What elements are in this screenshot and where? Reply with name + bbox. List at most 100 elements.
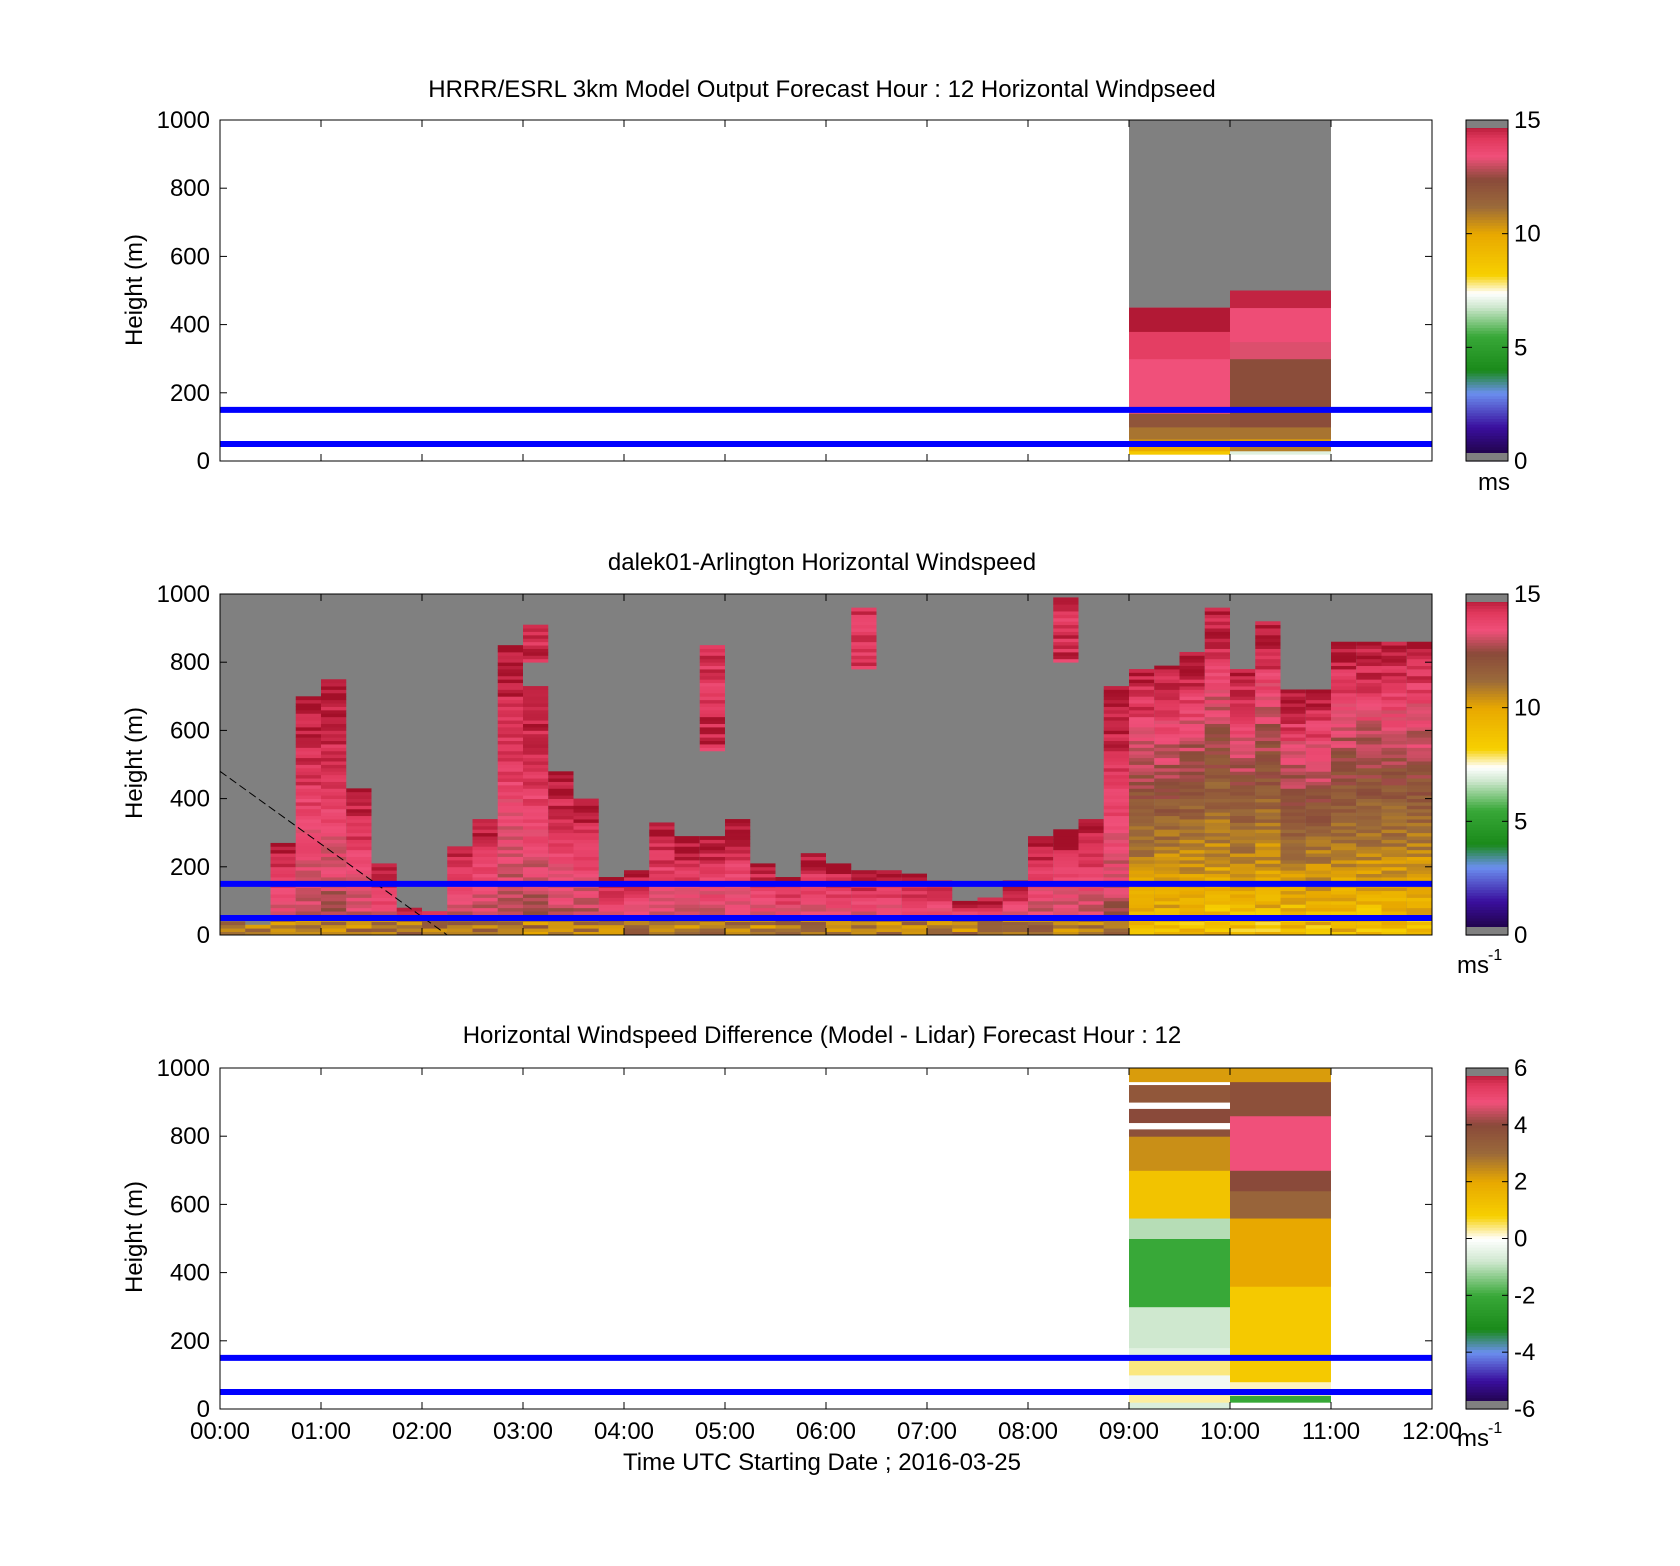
heatmap-cell bbox=[548, 873, 574, 878]
colorbar-swatch bbox=[1466, 616, 1508, 621]
heatmap-cell bbox=[725, 863, 751, 868]
heatmap-cell bbox=[1230, 720, 1256, 724]
heatmap-cell bbox=[548, 894, 574, 898]
heatmap-cell bbox=[346, 836, 372, 840]
heatmap-cell bbox=[674, 924, 700, 929]
heatmap-cell bbox=[1356, 665, 1382, 670]
colorbar-swatch bbox=[1466, 418, 1508, 422]
heatmap-cell bbox=[725, 819, 751, 823]
heatmap-cell bbox=[927, 887, 953, 892]
heatmap-cell bbox=[548, 877, 574, 881]
heatmap-cell bbox=[1381, 856, 1407, 861]
heatmap-cell bbox=[497, 911, 523, 915]
heatmap-cell bbox=[1406, 699, 1432, 704]
heatmap-cell bbox=[1305, 798, 1331, 803]
heatmap-cell bbox=[1204, 754, 1230, 759]
heatmap-cell bbox=[1406, 907, 1432, 912]
heatmap-cell bbox=[1154, 856, 1180, 861]
heatmap-cell bbox=[447, 894, 473, 898]
heatmap-cell bbox=[1305, 863, 1331, 868]
colorbar-swatch bbox=[1466, 1215, 1508, 1220]
heatmap-cell bbox=[1179, 856, 1205, 861]
colorbar-swatch bbox=[1466, 673, 1508, 678]
heatmap-cell bbox=[573, 863, 599, 868]
heatmap-cell bbox=[1406, 805, 1432, 810]
heatmap-cell bbox=[1053, 829, 1079, 834]
heatmap-cell bbox=[1053, 621, 1079, 626]
heatmap-cell bbox=[725, 911, 751, 915]
heatmap-cell bbox=[523, 641, 549, 646]
heatmap-cell bbox=[1305, 689, 1331, 694]
heatmap-cell bbox=[447, 849, 473, 854]
colorbar-swatch bbox=[1466, 1383, 1508, 1387]
heatmap-cell bbox=[1028, 849, 1054, 854]
heatmap-cell bbox=[1154, 689, 1180, 694]
heatmap-cell bbox=[523, 658, 549, 663]
heatmap-cell bbox=[1154, 798, 1180, 803]
heatmap-cell bbox=[1280, 924, 1306, 929]
colorbar-swatch bbox=[1466, 898, 1508, 902]
heatmap-cell bbox=[548, 795, 574, 799]
heatmap-cell bbox=[1356, 798, 1382, 803]
heatmap-cell bbox=[1280, 802, 1306, 806]
heatmap-cell bbox=[1255, 764, 1281, 769]
heatmap-cell bbox=[295, 859, 321, 864]
y-tick-label: 0 bbox=[197, 922, 210, 949]
heatmap-cell bbox=[598, 897, 624, 902]
heatmap-cell bbox=[1129, 1357, 1230, 1376]
heatmap-cell bbox=[295, 713, 321, 718]
heatmap-cell bbox=[1255, 832, 1281, 837]
heatmap-cell bbox=[1255, 900, 1281, 905]
heatmap-cell bbox=[699, 846, 725, 851]
heatmap-cell bbox=[876, 907, 902, 912]
heatmap-cell bbox=[321, 781, 347, 786]
heatmap-cell bbox=[1154, 894, 1180, 898]
heatmap-cell bbox=[826, 907, 852, 912]
heatmap-cell bbox=[1204, 802, 1230, 806]
heatmap-cell bbox=[851, 624, 877, 629]
heatmap-cell bbox=[1204, 832, 1230, 837]
heatmap-cell bbox=[649, 832, 675, 837]
heatmap-cell bbox=[649, 859, 675, 864]
heatmap-cell bbox=[346, 791, 372, 796]
heatmap-cell bbox=[295, 924, 321, 929]
colorbar-swatch bbox=[1466, 182, 1508, 186]
heatmap-cell bbox=[1406, 849, 1432, 854]
heatmap-cell bbox=[775, 894, 801, 898]
heatmap-cell bbox=[1255, 689, 1281, 694]
heatmap-cell bbox=[447, 846, 473, 851]
heatmap-cell bbox=[1255, 648, 1281, 653]
heatmap-cell bbox=[295, 812, 321, 817]
heatmap-cell bbox=[1381, 740, 1407, 745]
colorbar-swatch bbox=[1466, 1082, 1508, 1086]
heatmap-cell bbox=[1103, 819, 1129, 823]
heatmap-cell bbox=[1280, 829, 1306, 834]
heatmap-cell bbox=[699, 839, 725, 844]
heatmap-cell bbox=[548, 842, 574, 847]
heatmap-cell bbox=[1230, 1081, 1331, 1117]
heatmap-cell bbox=[624, 877, 650, 881]
heatmap-cell bbox=[699, 645, 725, 649]
heatmap-cell bbox=[1179, 747, 1205, 752]
heatmap-cell bbox=[901, 921, 927, 926]
heatmap-cell bbox=[523, 686, 549, 690]
heatmap-cell bbox=[1280, 808, 1306, 813]
heatmap-cell bbox=[1103, 771, 1129, 776]
heatmap-cell bbox=[1406, 682, 1432, 687]
heatmap-cell bbox=[1280, 849, 1306, 854]
heatmap-cell bbox=[1053, 928, 1079, 932]
heatmap-cell bbox=[1154, 832, 1180, 837]
heatmap-cell bbox=[1129, 802, 1155, 806]
heatmap-cell bbox=[1381, 703, 1407, 707]
dashed-annotation-line bbox=[219, 770, 448, 936]
heatmap-cell bbox=[1129, 900, 1155, 905]
colorbar-swatch bbox=[1466, 1340, 1508, 1345]
heatmap-cell bbox=[1280, 764, 1306, 769]
colorbar-swatch bbox=[1466, 1389, 1508, 1393]
colorbar-swatch bbox=[1466, 903, 1508, 908]
colorbar-swatch bbox=[1466, 225, 1508, 229]
heatmap-cell bbox=[1280, 733, 1306, 738]
heatmap-cell bbox=[573, 798, 599, 803]
heatmap-cell bbox=[1280, 894, 1306, 898]
heatmap-cell bbox=[1204, 842, 1230, 847]
